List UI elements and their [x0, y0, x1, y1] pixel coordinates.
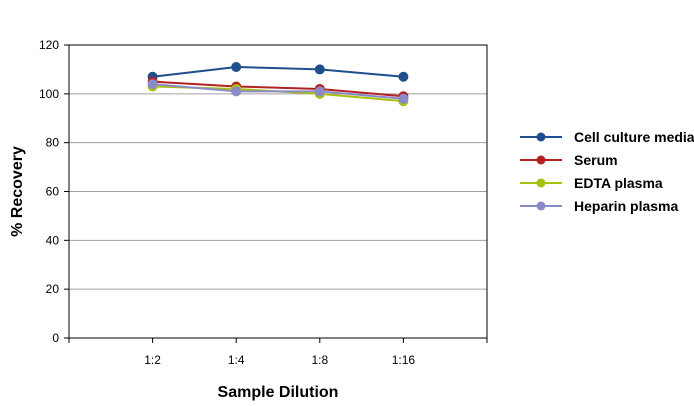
gridlines	[69, 93, 487, 290]
legend-label: Heparin plasma	[574, 198, 678, 214]
data-point	[398, 71, 409, 82]
x-tick-label: 1:4	[228, 353, 245, 367]
series-heparin-plasma	[147, 79, 409, 104]
legend-item: Serum	[520, 152, 618, 168]
y-tick-label: 0	[52, 331, 59, 345]
data-point	[231, 61, 242, 72]
y-tick-label: 80	[46, 136, 60, 150]
y-axis: 0 20 40 60 80 100 120	[39, 38, 69, 345]
x-axis-title: Sample Dilution	[218, 384, 339, 401]
legend-swatch-marker	[536, 155, 546, 165]
y-tick-label: 120	[39, 38, 59, 52]
x-tick-label: 1:16	[392, 353, 416, 367]
data-point	[314, 64, 325, 75]
data-point	[147, 79, 158, 90]
y-tick-label: 20	[46, 282, 60, 296]
data-point	[231, 86, 242, 97]
legend-label: Serum	[574, 152, 618, 168]
y-tick-label: 40	[46, 233, 60, 247]
legend-label: Cell culture media	[574, 129, 694, 145]
x-axis: 1:2 1:4 1:8 1:16	[68, 338, 488, 367]
legend-item: Cell culture media	[520, 129, 694, 145]
series-line	[152, 65, 404, 78]
data-point	[398, 93, 409, 104]
data-point	[314, 86, 325, 97]
legend-item: Heparin plasma	[520, 198, 678, 214]
legend-swatch-marker	[536, 201, 546, 211]
series-layer	[147, 61, 409, 107]
y-tick-label: 100	[39, 87, 59, 101]
y-tick-label: 60	[46, 185, 60, 199]
legend-swatch-marker	[536, 132, 546, 142]
y-axis-title: % Recovery	[9, 146, 26, 237]
series-line	[152, 83, 404, 100]
x-tick-label: 1:8	[311, 353, 328, 367]
series-line	[152, 80, 404, 98]
legend: Cell culture media Serum EDTA plasma Hepari…	[520, 129, 694, 214]
legend-label: EDTA plasma	[574, 175, 663, 191]
series-cell-culture-media	[147, 61, 409, 82]
legend-item: EDTA plasma	[520, 175, 663, 191]
x-tick-label: 1:2	[144, 353, 161, 367]
legend-swatch-marker	[536, 178, 546, 188]
